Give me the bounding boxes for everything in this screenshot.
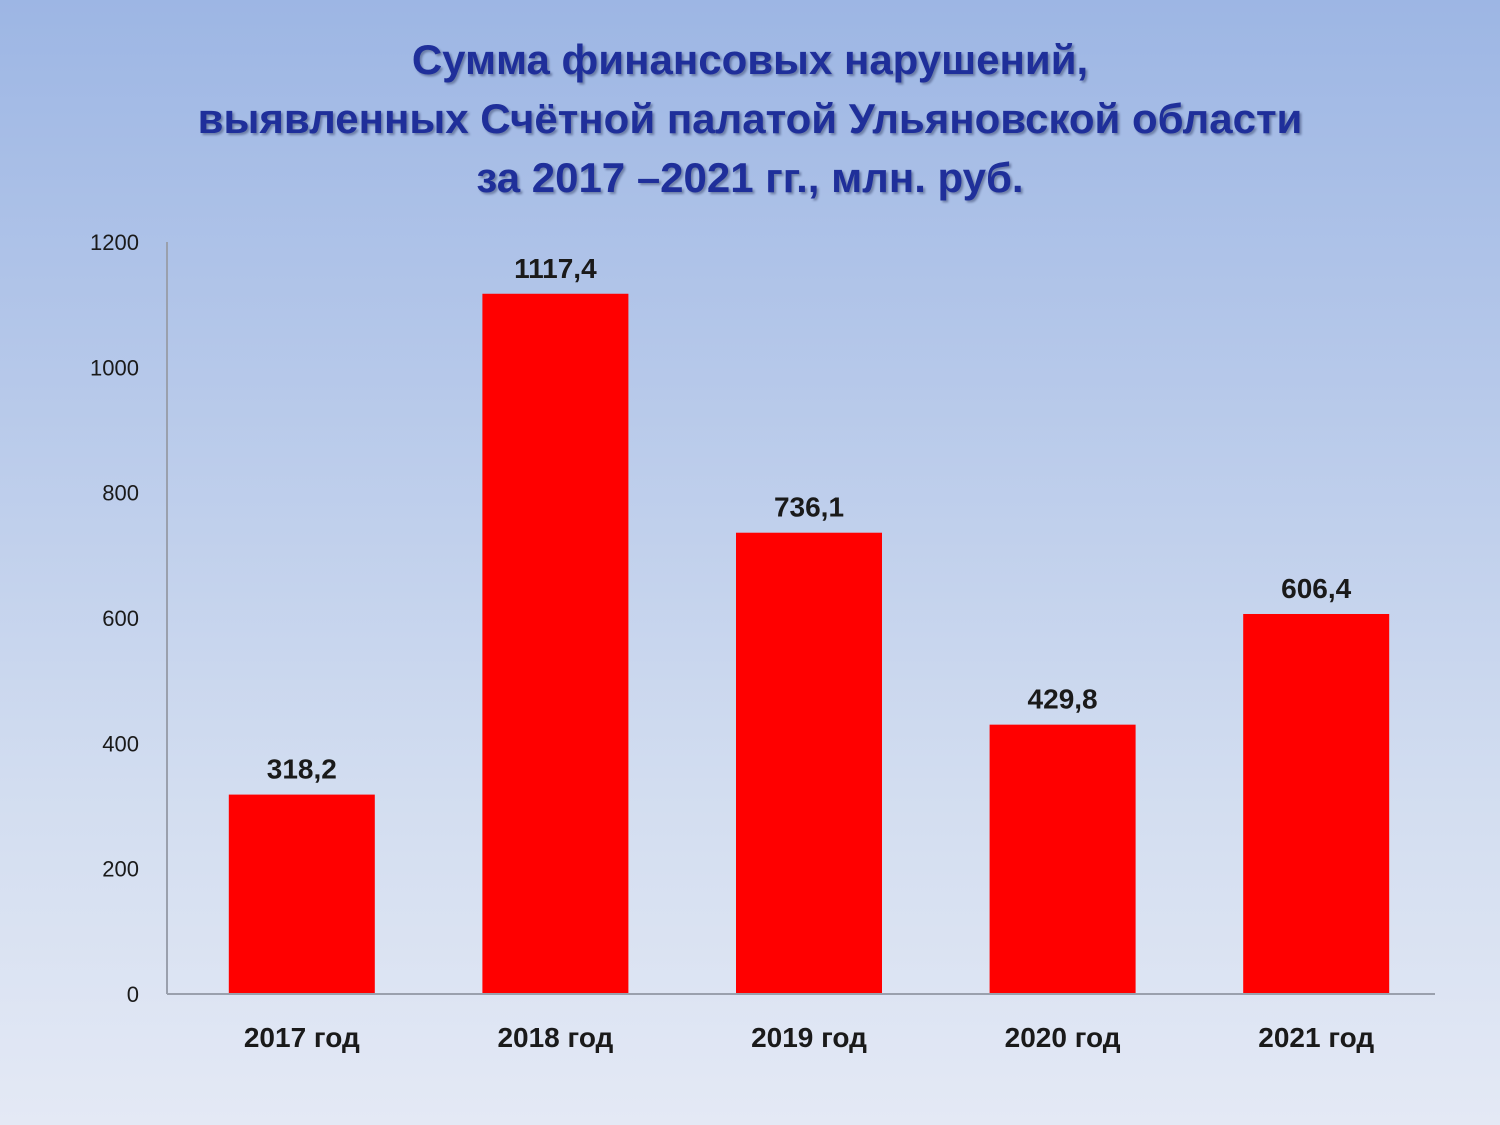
- bar: [736, 532, 882, 994]
- y-tick-label: 800: [102, 481, 139, 506]
- bar: [228, 794, 375, 994]
- bar: [1243, 613, 1390, 994]
- data-label: 736,1: [774, 492, 844, 523]
- x-category-label: 2019 год: [751, 1022, 867, 1053]
- chart-title: Сумма финансовых нарушений, выявленных С…: [0, 30, 1500, 207]
- x-category-label: 2021 год: [1258, 1022, 1374, 1053]
- data-label: 318,2: [267, 754, 337, 785]
- bar: [989, 724, 1136, 994]
- y-tick-label: 400: [102, 731, 139, 756]
- chart-title-line-1: Сумма финансовых нарушений,: [411, 36, 1089, 83]
- y-tick-label: 200: [102, 857, 139, 882]
- y-tick-label: 600: [102, 606, 139, 631]
- data-labels: 318,2 1117,4 736,1 429,8 606,4: [267, 253, 1352, 785]
- bar: [482, 293, 629, 994]
- data-label: 429,8: [1028, 684, 1098, 715]
- chart-title-line-3: за 2017 –2021 гг., млн. руб.: [476, 154, 1024, 201]
- bars: [228, 293, 1390, 994]
- data-label: 606,4: [1281, 573, 1351, 604]
- category-labels: 2017 год 2018 год 2019 год 2020 год 2021 год: [244, 1022, 1374, 1053]
- y-axis-ticks: 0 200 400 600 800 1000 1200: [90, 230, 139, 1007]
- data-label: 1117,4: [514, 253, 597, 284]
- chart-title-line-2: выявленных Счётной палатой Ульяновской о…: [197, 95, 1303, 142]
- x-category-label: 2020 год: [1005, 1022, 1121, 1053]
- x-category-label: 2018 год: [497, 1022, 613, 1053]
- x-category-label: 2017 год: [244, 1022, 360, 1053]
- y-tick-label: 1200: [90, 230, 139, 255]
- y-tick-label: 1000: [90, 355, 139, 380]
- y-tick-label: 0: [127, 982, 139, 1007]
